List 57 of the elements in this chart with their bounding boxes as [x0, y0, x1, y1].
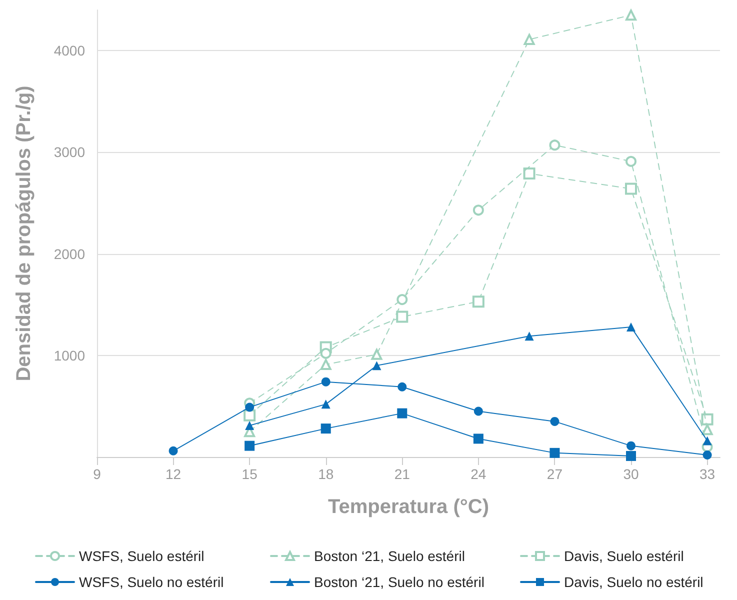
x-tick-label: 27 [546, 466, 563, 482]
legend-label: WSFS, Suelo estéril [79, 548, 204, 564]
legend-label: Davis, Suelo estéril [564, 548, 684, 564]
point [321, 377, 330, 386]
point [320, 348, 332, 359]
x-tick-label: 33 [699, 466, 716, 482]
y-tick-label: 2000 [54, 246, 86, 262]
point [244, 440, 255, 451]
point [549, 140, 560, 151]
point [626, 441, 636, 450]
point [397, 408, 408, 418]
point [371, 348, 382, 360]
point [550, 416, 560, 426]
point [398, 382, 407, 392]
point [320, 359, 332, 370]
y-tick-label: 3000 [54, 144, 86, 160]
point [625, 182, 637, 195]
point [320, 424, 331, 434]
point [524, 332, 534, 341]
point [321, 400, 330, 409]
point [474, 406, 483, 416]
y-tick-label: 4000 [54, 42, 86, 59]
x-tick-label: 9 [93, 466, 102, 482]
point [701, 413, 714, 426]
x-tick-label: 15 [242, 466, 258, 482]
point [472, 204, 484, 216]
x-tick-label: 30 [623, 466, 639, 482]
x-tick-label: 21 [394, 466, 410, 482]
point [396, 310, 408, 323]
point [396, 294, 408, 306]
legend-label: Boston ‘21, Suelo estéril [314, 548, 465, 564]
point [702, 450, 712, 460]
point [524, 34, 535, 45]
legend-label: WSFS, Suelo no estéril [79, 574, 224, 590]
x-axis-title: Temperatura (°C) [328, 496, 489, 518]
point [702, 424, 713, 436]
point [702, 436, 712, 446]
point [550, 448, 560, 458]
point [168, 446, 178, 456]
point [473, 434, 484, 444]
point [472, 296, 484, 308]
point [245, 421, 254, 430]
point [523, 168, 536, 180]
point [626, 10, 636, 21]
y-tick-label: 1000 [54, 347, 86, 364]
point [244, 409, 256, 422]
point [626, 322, 636, 332]
x-tick-label: 12 [165, 466, 182, 482]
point [626, 156, 636, 167]
y-axis-title: Densidad de propágulos (Pr./g) [13, 86, 35, 382]
legend-label: Davis, Suelo no estéril [564, 574, 704, 590]
x-tick-label: 24 [470, 466, 486, 482]
point [626, 450, 636, 461]
x-tick-label: 18 [318, 466, 334, 482]
point [245, 402, 254, 412]
legend-label: Boston ‘21, Suelo no estéril [314, 574, 484, 590]
point [372, 361, 382, 370]
